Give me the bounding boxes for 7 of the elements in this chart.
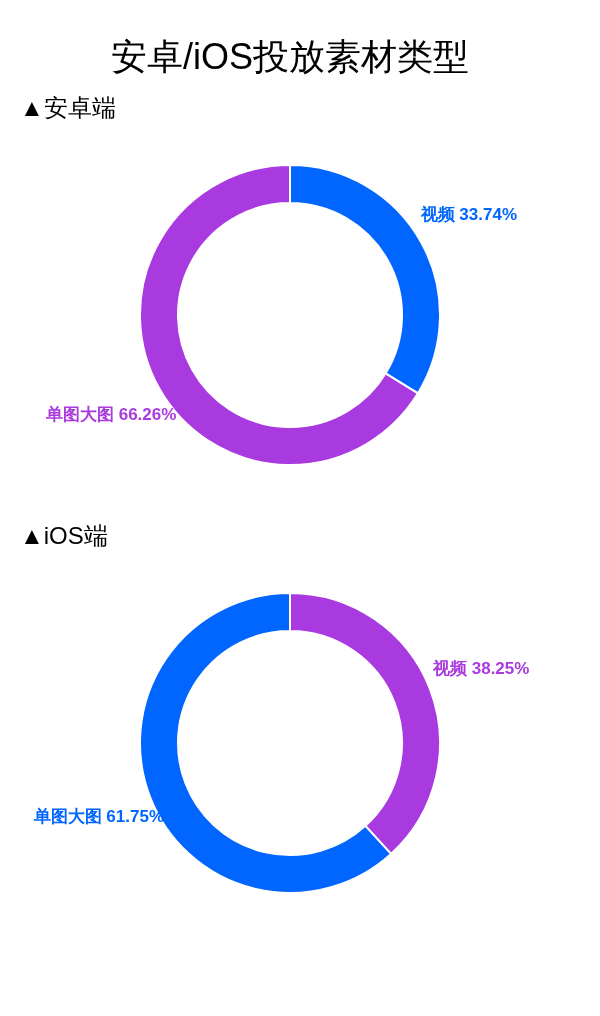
- chart-title: ▲iOS端: [20, 522, 108, 549]
- slice-label: 单图大图 61.75%: [32, 806, 164, 826]
- slice-label: 单图大图 66.26%: [44, 405, 177, 425]
- slice-label: 视频 33.74%: [419, 204, 518, 224]
- chart-title: 安卓/iOS投放素材类型: [110, 36, 470, 77]
- chart-subtitle: ▲安卓端: [20, 94, 116, 121]
- slice-label: 视频 38.25%: [432, 659, 530, 679]
